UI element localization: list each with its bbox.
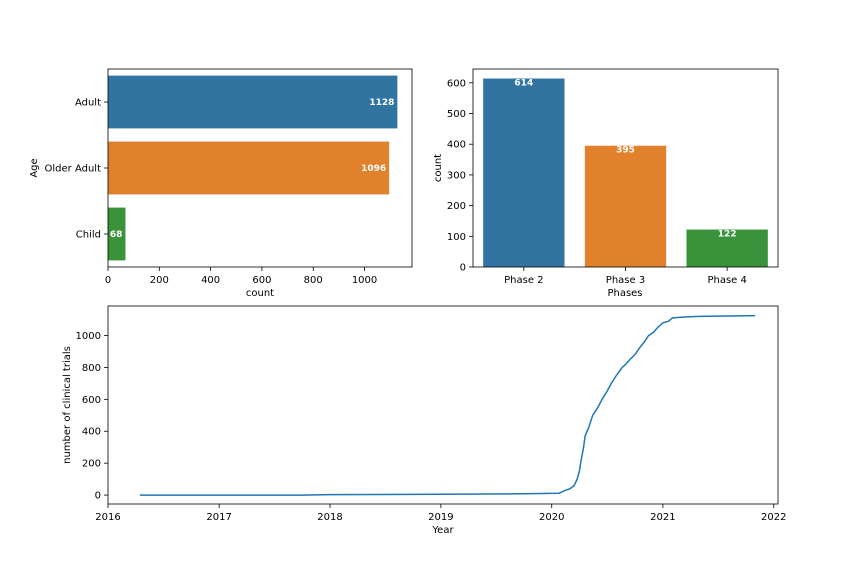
trials-y-tick-label: 1000 xyxy=(76,331,101,342)
age-bar xyxy=(108,75,398,129)
trials-x-tick-label: 2016 xyxy=(95,512,120,523)
trials-line-chart: 2016 2017 2018 2019 2020 2021 2022 0 200 400 600 8… xyxy=(62,305,786,536)
age-bar-chart: 1128 1096 68 0 200 400 600 800 1000 Adult Older … xyxy=(29,68,413,299)
age-y-tick-label: Adult xyxy=(75,98,101,109)
age-bar xyxy=(108,141,390,195)
trials-y-tick-label: 0 xyxy=(95,491,101,502)
age-x-tick-label: 200 xyxy=(150,275,169,286)
phases-x-tick-label: Phase 2 xyxy=(504,275,543,286)
trials-x-tick-label: 2022 xyxy=(761,512,786,523)
phases-y-tick-label: 600 xyxy=(447,78,466,89)
phases-y-tick-label: 300 xyxy=(447,170,466,181)
trials-y-tick-label: 200 xyxy=(82,459,101,470)
trials-x-tick-label: 2020 xyxy=(539,512,564,523)
phase-bar-value-label: 614 xyxy=(514,79,533,89)
trials-y-tick-label: 400 xyxy=(82,427,101,438)
age-bar-value-label: 1096 xyxy=(361,164,386,174)
trials-x-axis-label: Year xyxy=(431,525,454,536)
phase-bar xyxy=(483,78,565,267)
phases-y-tick-label: 0 xyxy=(460,263,466,274)
age-x-axis-label: count xyxy=(246,288,274,299)
phases-y-tick-label: 100 xyxy=(447,232,466,243)
phases-y-tick-label: 200 xyxy=(447,201,466,212)
age-y-tick-label: Older Adult xyxy=(45,164,102,175)
trials-x-tick-label: 2017 xyxy=(206,512,231,523)
trials-x-tick-label: 2018 xyxy=(317,512,342,523)
trials-y-tick-label: 600 xyxy=(82,395,101,406)
phase-bar-value-label: 395 xyxy=(616,146,635,156)
age-y-axis-label: Age xyxy=(29,158,40,177)
trials-axes-frame xyxy=(107,305,779,505)
phases-x-tick-label: Phase 4 xyxy=(707,275,746,286)
trials-y-axis-label: number of clinical trials xyxy=(62,346,73,464)
phase-bar xyxy=(686,229,768,267)
phases-y-axis-label: count xyxy=(433,154,444,182)
age-x-tick-label: 1000 xyxy=(352,275,377,286)
age-x-tick-label: 0 xyxy=(105,275,111,286)
age-y-tick-label: Child xyxy=(76,230,101,241)
phases-x-axis-label: Phases xyxy=(607,288,642,299)
phases-bar-chart: 614 395 122 Phase 2 Phase 3 Phase 4 0 100 200 3… xyxy=(433,68,779,299)
phase-bar-value-label: 122 xyxy=(718,230,737,240)
age-x-tick-label: 600 xyxy=(252,275,271,286)
phases-y-tick-label: 400 xyxy=(447,140,466,151)
trials-x-tick-label: 2019 xyxy=(428,512,453,523)
phases-x-tick-label: Phase 3 xyxy=(606,275,645,286)
phases-y-tick-label: 500 xyxy=(447,109,466,120)
trials-y-tick-label: 800 xyxy=(82,363,101,374)
age-x-tick-label: 800 xyxy=(304,275,323,286)
age-x-tick-label: 400 xyxy=(201,275,220,286)
age-bar xyxy=(108,207,126,261)
phase-bar xyxy=(584,145,667,267)
trials-series-line xyxy=(139,314,756,496)
trials-x-tick-label: 2021 xyxy=(650,512,675,523)
age-bar-value-label: 68 xyxy=(110,230,123,240)
age-bar-value-label: 1128 xyxy=(369,98,394,108)
